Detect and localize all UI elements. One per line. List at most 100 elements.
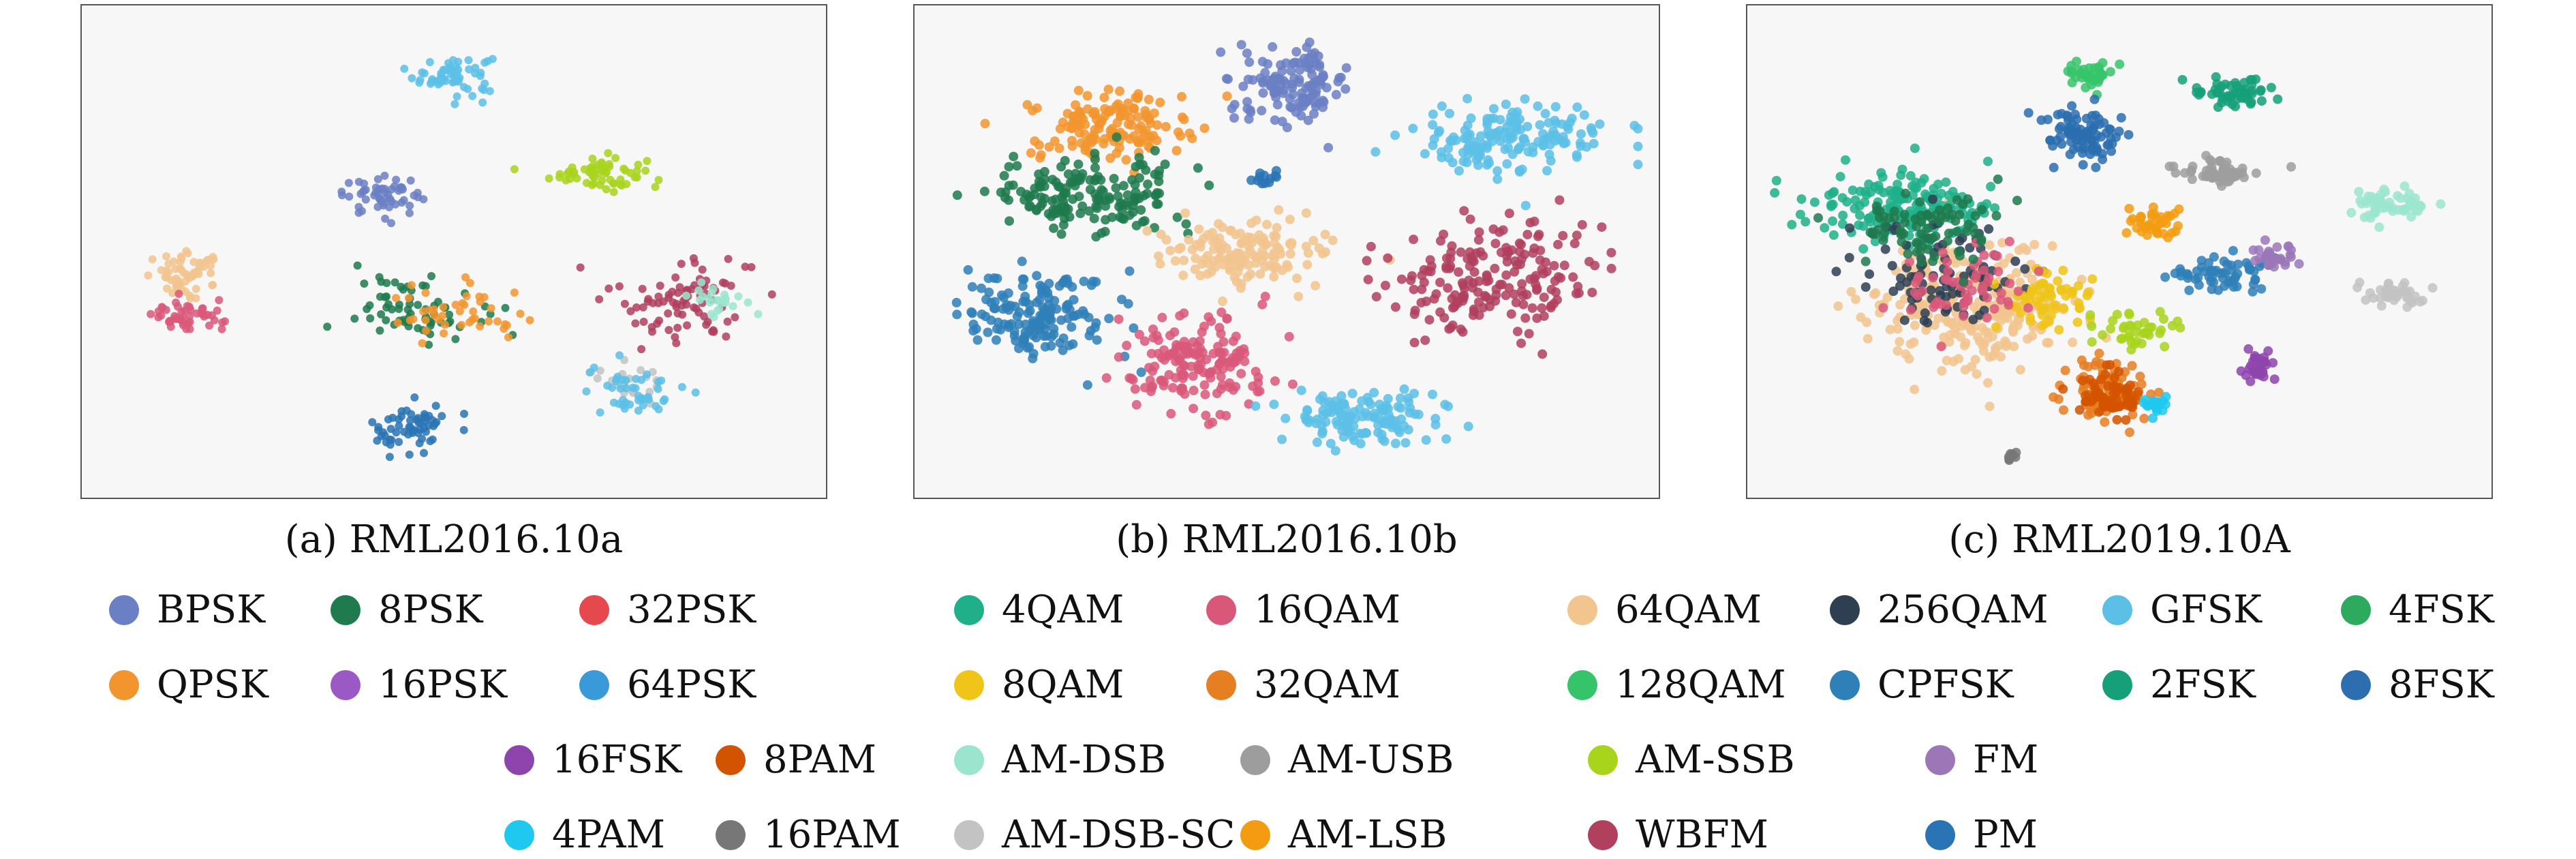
scatter-point xyxy=(2076,355,2087,365)
legend-item: 4PAM xyxy=(504,811,665,859)
cluster-64qam xyxy=(144,247,218,303)
legend-item: 64QAM xyxy=(1567,586,1762,634)
scatter-point xyxy=(478,84,487,93)
scatter-point xyxy=(1222,314,1232,324)
legend-marker xyxy=(1925,745,1955,775)
scatter-point xyxy=(1539,311,1549,321)
cluster-4pam xyxy=(2138,391,2171,423)
scatter-point xyxy=(463,85,472,93)
scatter-point xyxy=(1039,166,1049,177)
scatter-point xyxy=(639,318,648,326)
scatter-point xyxy=(620,299,629,308)
scatter-point xyxy=(2171,226,2181,237)
scatter-point xyxy=(1517,279,1527,289)
scatter-point xyxy=(632,167,641,175)
scatter-point xyxy=(375,273,384,282)
scatter-point xyxy=(1004,162,1014,172)
scatter-point xyxy=(1920,299,1930,310)
scatter-point xyxy=(2013,286,2023,297)
scatter-point xyxy=(1435,307,1445,317)
scatter-point xyxy=(1302,260,1313,270)
scatter-point xyxy=(1490,239,1501,249)
scatter-point xyxy=(1124,266,1135,276)
scatter-point xyxy=(1922,223,1933,233)
scatter-point xyxy=(2136,379,2147,389)
scatter-point xyxy=(2081,82,2091,93)
scatter-point xyxy=(1920,308,1930,318)
scatter-point xyxy=(1979,339,1989,349)
cluster-gfsk xyxy=(1370,93,1643,211)
scatter-point xyxy=(1099,93,1109,103)
scatter-point xyxy=(422,327,431,335)
scatter-point xyxy=(1409,389,1420,399)
scatter-point xyxy=(1589,138,1599,149)
scatter-point xyxy=(1154,251,1163,261)
scatter-point xyxy=(1055,123,1065,134)
cluster-64qam xyxy=(1142,205,1395,306)
scatter-point xyxy=(180,306,189,315)
scatter-point xyxy=(2046,310,2056,320)
scatter-point xyxy=(671,333,679,342)
scatter-point xyxy=(1005,216,1014,226)
scatter-point xyxy=(1534,230,1544,239)
legend: BPSK 8PSK 32PSK 4QAM 16QAM 64QAM 256QAM GFSK 4FS… xyxy=(0,586,2576,858)
scatter-point xyxy=(741,262,750,271)
scatter-point xyxy=(1954,210,1965,220)
scatter-point xyxy=(1176,386,1186,396)
scatter-point xyxy=(1089,213,1099,224)
scatter-point xyxy=(2155,307,2165,317)
scatter-point xyxy=(1454,267,1464,277)
legend-label: FM xyxy=(1973,738,2039,782)
scatter-point xyxy=(2015,365,2025,375)
scatter-point xyxy=(2374,222,2385,232)
scatter-point xyxy=(421,282,430,290)
scatter-point xyxy=(1453,298,1463,308)
scatter-point xyxy=(2105,67,2115,77)
scatter-point xyxy=(608,383,617,392)
scatter-point xyxy=(421,288,430,297)
scatter-point xyxy=(1270,170,1281,181)
scatter-point xyxy=(2057,108,2067,119)
scatter-point xyxy=(1954,236,1965,246)
scatter-point xyxy=(1257,299,1268,310)
scatter-point xyxy=(622,384,630,393)
scatter-point xyxy=(990,297,1000,307)
scatter-point xyxy=(582,179,591,187)
scatter-point xyxy=(1306,49,1317,59)
scatter-point xyxy=(1928,256,1938,267)
scatter-point xyxy=(1157,312,1167,322)
scatter-point xyxy=(1770,187,1780,198)
legend-item: 16PSK xyxy=(331,661,507,709)
scatter-point xyxy=(1115,86,1124,96)
scatter-point xyxy=(1435,125,1445,136)
scatter-point xyxy=(469,307,478,316)
scatter-point xyxy=(1086,133,1097,143)
legend-label: 16FSK xyxy=(552,738,682,782)
scatter-point xyxy=(649,299,658,307)
scatter-point xyxy=(1970,211,1980,221)
scatter-point xyxy=(1513,145,1523,155)
scatter-point xyxy=(677,382,686,391)
scatter-point xyxy=(2355,277,2365,288)
scatter-point xyxy=(1246,175,1257,185)
scatter-point xyxy=(1936,189,1946,198)
scatter-point xyxy=(1992,251,2002,261)
legend-label: 64QAM xyxy=(1615,588,1762,632)
scatter-point xyxy=(1206,316,1216,327)
scatter-point xyxy=(1208,228,1218,238)
scatter-point xyxy=(1318,406,1328,416)
legend-marker xyxy=(504,820,534,850)
legend-item: 32QAM xyxy=(1206,661,1400,709)
scatter-point xyxy=(1529,243,1539,254)
scatter-point xyxy=(1270,115,1280,125)
scatter-point xyxy=(1462,120,1473,130)
scatter-point xyxy=(1170,256,1180,266)
scatter-point xyxy=(1362,393,1373,403)
scatter-point xyxy=(2106,146,2117,156)
scatter-point xyxy=(2359,212,2370,222)
scatter-point xyxy=(734,292,743,301)
scatter-point xyxy=(1309,109,1319,119)
legend-item: AM-USB xyxy=(1240,736,1454,784)
scatter-point xyxy=(2010,452,2021,462)
scatter-point xyxy=(1142,226,1152,236)
